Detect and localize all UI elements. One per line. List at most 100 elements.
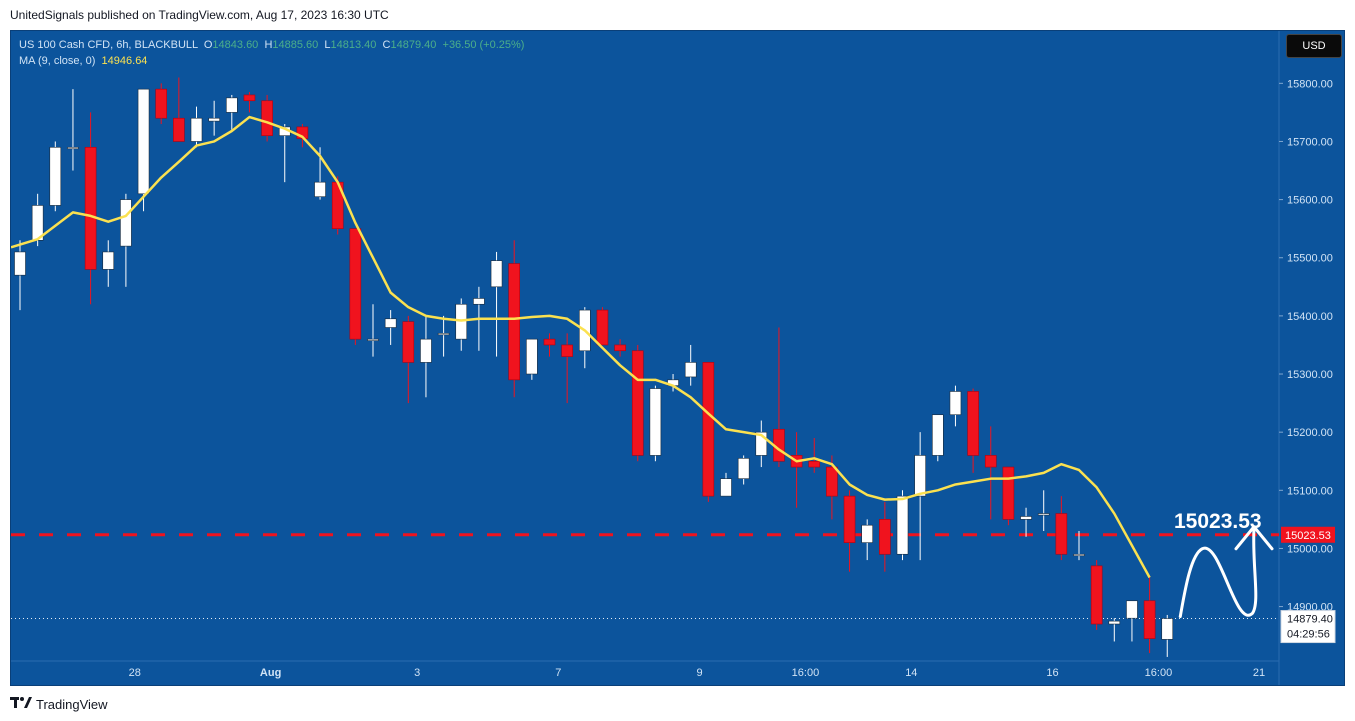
candle-body: [561, 344, 573, 357]
y-tick-label: 15000.00: [1287, 543, 1333, 555]
candle-body: [808, 460, 821, 468]
chart-legend: US 100 Cash CFD, 6h, BLACKBULL O14843.60…: [19, 37, 524, 69]
x-tick-label: 16: [1046, 667, 1058, 679]
x-tick-label: 9: [696, 667, 702, 679]
candle-body: [1108, 620, 1121, 625]
candle-body: [967, 391, 979, 456]
projection-arrowhead: [1234, 525, 1274, 551]
candle-body: [367, 338, 379, 341]
legend-change: +36.50 (+0.25%): [442, 39, 525, 51]
publisher-line: UnitedSignals published on TradingView.c…: [10, 8, 389, 22]
legend-symbol: US 100 Cash CFD, 6h, BLACKBULL: [19, 39, 198, 51]
candle-body: [490, 260, 503, 288]
footer-brand-text: TradingView: [36, 696, 108, 712]
candle-body: [14, 251, 26, 276]
legend-ma-row: MA (9, close, 0) 14946.64: [19, 53, 524, 69]
candle-body: [614, 344, 626, 352]
candle-body: [720, 478, 732, 497]
candle-body: [155, 88, 167, 119]
candle-body: [543, 338, 556, 346]
legend-ma-label: MA (9, close, 0): [19, 55, 96, 67]
legend-ma-value: 14946.64: [101, 55, 148, 67]
candle-body: [649, 388, 662, 456]
candle-body: [473, 298, 485, 305]
candle-body: [1126, 600, 1138, 619]
x-tick-label: 16:00: [792, 667, 820, 679]
candle-body: [120, 199, 132, 247]
legend-ohlc-row: US 100 Cash CFD, 6h, BLACKBULL O14843.60…: [19, 37, 524, 53]
y-tick-label: 15600.00: [1287, 195, 1333, 207]
tradingview-logo-icon: [10, 696, 32, 712]
candle-body: [49, 146, 62, 206]
candle-body: [861, 524, 874, 543]
candle-body: [879, 519, 891, 555]
candle-body: [349, 228, 362, 340]
candle-body: [526, 338, 538, 375]
candle-body: [1073, 553, 1085, 557]
x-tick-label: 28: [129, 667, 141, 679]
moving-average-line: [11, 115, 1151, 579]
candle-body: [190, 117, 203, 142]
candle-body: [755, 431, 768, 456]
candle-body: [826, 466, 838, 497]
candle-body: [437, 333, 450, 336]
currency-button[interactable]: USD: [1286, 34, 1342, 58]
y-tick-label: 15700.00: [1287, 136, 1333, 148]
candle-body: [67, 146, 79, 150]
x-tick-label: Aug: [260, 667, 281, 679]
candle-body: [173, 117, 185, 142]
target-axis-label: 15023.53: [1285, 530, 1331, 542]
candle-body: [737, 458, 750, 479]
candle-body: [226, 97, 238, 113]
y-tick-label: 15100.00: [1287, 485, 1333, 497]
x-tick-label: 21: [1253, 667, 1265, 679]
candle-body: [1020, 516, 1032, 520]
candle-body: [984, 455, 997, 468]
candle-body: [914, 455, 926, 497]
x-tick-label: 7: [555, 667, 561, 679]
legend-o-label: O: [203, 39, 213, 51]
legend-high: 14885.60: [272, 39, 319, 51]
chart-area[interactable]: 15800.00 15700.00 15600.00 15500.00 15400.00…: [10, 30, 1345, 686]
legend-h-label: H: [264, 39, 273, 51]
candle-body: [1090, 565, 1103, 625]
candle-body: [1002, 466, 1015, 520]
candle-body: [261, 100, 273, 136]
legend-close: 14879.40: [390, 39, 437, 51]
y-tick-label: 15500.00: [1287, 253, 1333, 265]
y-tick-label: 15300.00: [1287, 369, 1333, 381]
candle-body: [1055, 513, 1068, 555]
x-tick-label: 3: [414, 667, 420, 679]
candle-body: [896, 495, 909, 555]
candle-body: [596, 309, 609, 346]
legend-c-label: C: [382, 39, 391, 51]
last-price-label-bg: [1280, 610, 1336, 644]
footer-brand[interactable]: TradingView: [10, 694, 108, 714]
x-tick-label: 16:00: [1145, 667, 1173, 679]
candle-body: [508, 263, 521, 381]
y-tick-label: 15200.00: [1287, 427, 1333, 439]
y-tick-label: 15800.00: [1287, 78, 1333, 90]
x-tick-label: 14: [905, 667, 917, 679]
candle-body: [631, 350, 644, 456]
candle-body: [1143, 600, 1156, 639]
candle-body: [843, 495, 856, 543]
candle-body: [931, 414, 944, 456]
candle-body: [402, 321, 415, 363]
candle-body: [137, 88, 150, 195]
candle-body: [1161, 618, 1174, 640]
last-price-label: 14879.40: [1287, 614, 1333, 626]
candle-body: [684, 362, 697, 378]
target-axis-label-bg: [1281, 526, 1335, 543]
y-tick-label: 15400.00: [1287, 311, 1333, 323]
legend-low: 14813.40: [330, 39, 377, 51]
candle-body: [243, 94, 256, 102]
legend-l-label: L: [324, 39, 331, 51]
candle-body: [102, 251, 115, 270]
countdown-label: 04:29:56: [1287, 629, 1330, 641]
candle-body: [949, 391, 962, 416]
candlestick-chart[interactable]: 15800.00 15700.00 15600.00 15500.00 15400.00…: [11, 31, 1344, 685]
target-annotation-text: 15023.53: [1174, 510, 1262, 533]
legend-open: 14843.60: [212, 39, 259, 51]
projection-path: [1178, 527, 1258, 619]
